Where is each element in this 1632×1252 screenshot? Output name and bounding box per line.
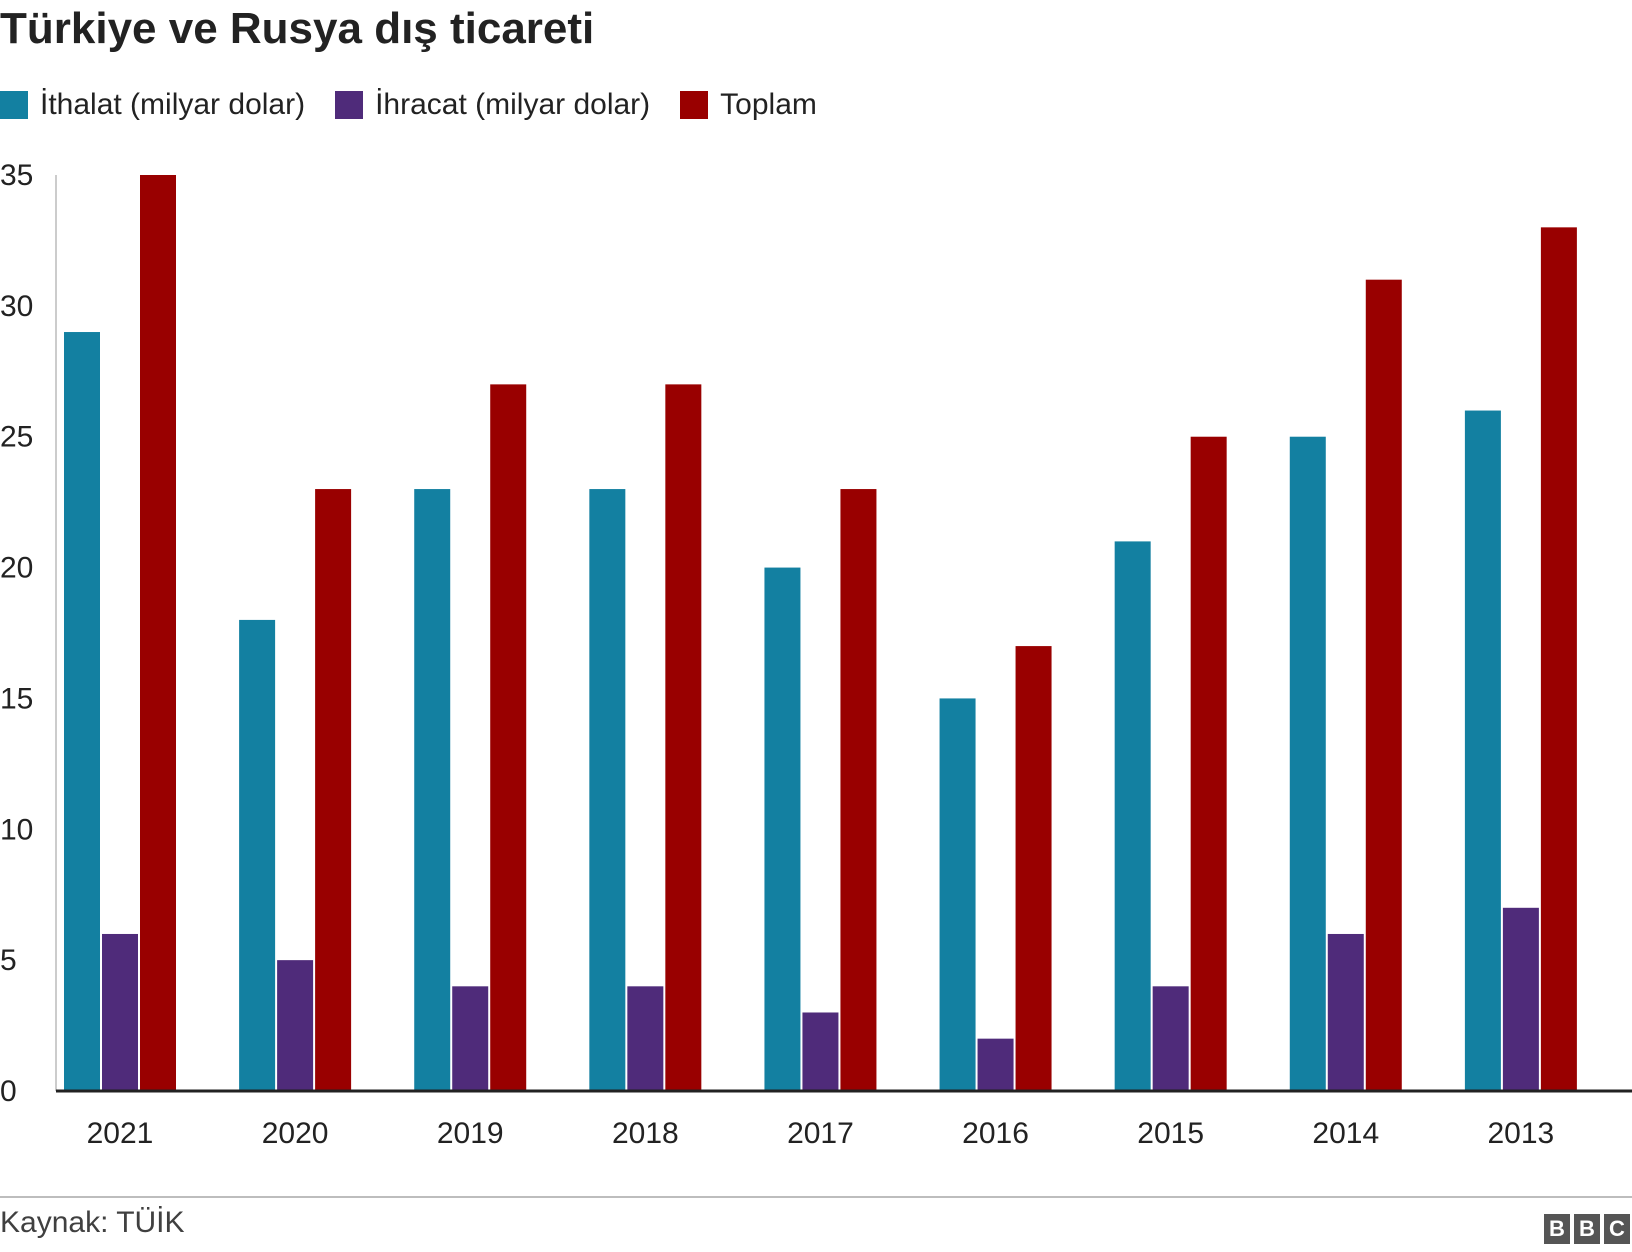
chart-title: Türkiye ve Rusya dış ticareti xyxy=(0,4,595,53)
legend-label-imports: İthalat (milyar dolar) xyxy=(40,88,306,121)
bar-2021-series-2 xyxy=(140,175,176,1091)
bar-2021-series-1 xyxy=(102,933,138,1091)
legend-item-imports: İthalat (milyar dolar) xyxy=(0,88,305,122)
bar-2013-series-1 xyxy=(1502,907,1539,1091)
y-tick-label: 20 xyxy=(0,552,33,585)
x-tick-label: 2014 xyxy=(1312,1117,1379,1150)
legend-item-exports: İhracat (milyar dolar) xyxy=(335,88,650,122)
bar-2016-series-2 xyxy=(1015,646,1052,1091)
x-tick-label: 2021 xyxy=(87,1117,154,1150)
y-tick-label: 0 xyxy=(0,1075,17,1108)
bar-2013-series-2 xyxy=(1540,227,1577,1091)
legend-swatch-total xyxy=(680,91,709,119)
y-tick-label: 30 xyxy=(0,290,33,323)
x-tick-label: 2016 xyxy=(962,1117,1029,1150)
bar-2014-series-2 xyxy=(1365,279,1402,1091)
bar-2014-series-1 xyxy=(1327,933,1364,1091)
bbc-logo-letter: B xyxy=(1544,1214,1570,1244)
bar-2019-series-0 xyxy=(414,489,451,1091)
legend-label-total: Toplam xyxy=(720,88,817,121)
bar-2021-series-0 xyxy=(64,332,100,1091)
y-tick-label: 35 xyxy=(0,159,33,192)
bar-chart: 0 5 10 15 20 25 30 35 2021 2020 2019 2018 2017 2016 20… xyxy=(0,159,1632,1150)
bar-2020-series-2 xyxy=(315,489,352,1091)
y-tick-label: 5 xyxy=(0,944,17,977)
footer-divider xyxy=(0,1196,1632,1198)
bar-2018-series-0 xyxy=(589,489,626,1091)
legend-item-total: Toplam xyxy=(680,88,817,122)
legend-label-exports: İhracat (milyar dolar) xyxy=(375,88,651,121)
bar-2016-series-1 xyxy=(977,1038,1014,1091)
bbc-logo: B B C xyxy=(1544,1214,1630,1244)
legend-swatch-imports xyxy=(0,91,28,119)
bar-2018-series-2 xyxy=(665,384,702,1091)
bar-2020-series-0 xyxy=(239,619,276,1091)
x-tick-label: 2017 xyxy=(787,1117,854,1150)
bar-2019-series-1 xyxy=(452,986,489,1091)
y-tick-label: 25 xyxy=(0,421,33,454)
bbc-logo-letter: B xyxy=(1574,1214,1600,1244)
bar-2017-series-0 xyxy=(764,567,801,1091)
bar-2013-series-0 xyxy=(1464,410,1501,1091)
x-tick-label: 2019 xyxy=(437,1117,504,1150)
bar-2015-series-0 xyxy=(1114,541,1151,1091)
bbc-logo-letter: C xyxy=(1604,1214,1630,1244)
x-tick-label: 2018 xyxy=(612,1117,679,1150)
bar-2018-series-1 xyxy=(627,986,664,1091)
bar-2019-series-2 xyxy=(490,384,527,1091)
bar-2017-series-1 xyxy=(802,1012,839,1091)
bar-2020-series-1 xyxy=(277,960,314,1091)
legend-swatch-exports xyxy=(335,91,364,119)
bar-2014-series-0 xyxy=(1289,436,1326,1091)
source-note: Kaynak: TÜİK xyxy=(0,1206,185,1239)
x-tick-label: 2013 xyxy=(1488,1117,1555,1150)
bar-2015-series-2 xyxy=(1190,436,1227,1091)
x-tick-label: 2015 xyxy=(1137,1117,1204,1150)
y-tick-label: 15 xyxy=(0,682,33,715)
chart-legend: İthalat (milyar dolar) İhracat (milyar d… xyxy=(0,88,847,122)
bar-2017-series-2 xyxy=(840,489,877,1091)
bar-2016-series-0 xyxy=(939,698,976,1091)
y-tick-label: 10 xyxy=(0,813,33,846)
bar-2015-series-1 xyxy=(1152,986,1189,1091)
x-tick-label: 2020 xyxy=(262,1117,329,1150)
